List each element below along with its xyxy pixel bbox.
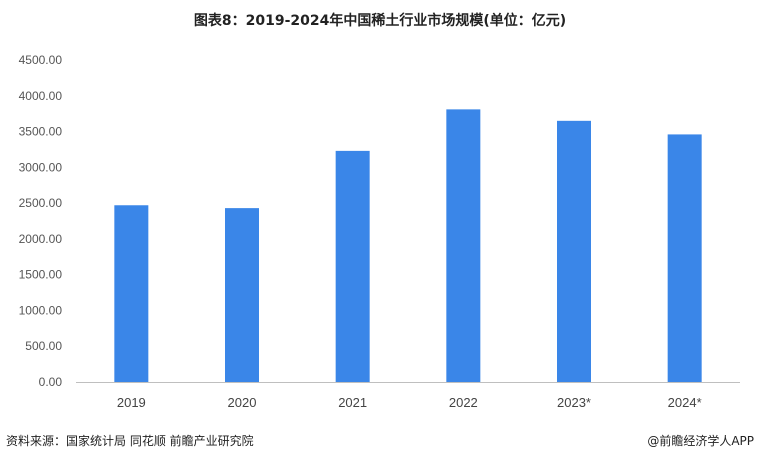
source-note: 资料来源：国家统计局 同花顺 前瞻产业研究院 xyxy=(6,434,254,448)
credit-note: @前瞻经济学人APP xyxy=(647,434,754,448)
x-tick-label: 2023* xyxy=(557,395,591,410)
x-tick-label: 2020 xyxy=(228,395,257,410)
y-axis-labels: 0.00 500.00 1000.00 1500.00 2000.00 2500.00 30… xyxy=(19,53,63,389)
y-tick-label: 1000.00 xyxy=(19,303,63,317)
bar-2022 xyxy=(446,109,481,382)
y-tick-label: 500.00 xyxy=(25,339,62,353)
chart-title: 图表8：2019-2024年中国稀土行业市场规模(单位：亿元) xyxy=(193,13,567,29)
bar-2023-est xyxy=(557,120,591,383)
y-tick-label: 4000.00 xyxy=(19,89,63,103)
y-tick-label: 3000.00 xyxy=(19,160,63,174)
x-tick-label: 2021 xyxy=(338,395,367,410)
y-tick-label: 1500.00 xyxy=(19,268,63,282)
y-tick-label: 4500.00 xyxy=(19,53,63,67)
x-tick-label: 2022 xyxy=(449,395,478,410)
x-tick-label: 2024* xyxy=(668,395,702,410)
bars xyxy=(114,109,702,383)
x-axis-labels: 2019 2020 2021 2022 2023* 2024* xyxy=(117,395,702,410)
bar-2020 xyxy=(225,208,259,382)
y-tick-label: 2500.00 xyxy=(19,196,63,210)
bar-2021 xyxy=(335,150,370,382)
y-tick-label: 2000.00 xyxy=(19,232,63,246)
bar-2019 xyxy=(114,205,149,382)
y-tick-label: 3500.00 xyxy=(19,125,63,139)
bar-2024-est xyxy=(667,134,702,382)
x-tick-label: 2019 xyxy=(117,395,146,410)
y-tick-label: 0.00 xyxy=(39,375,63,389)
